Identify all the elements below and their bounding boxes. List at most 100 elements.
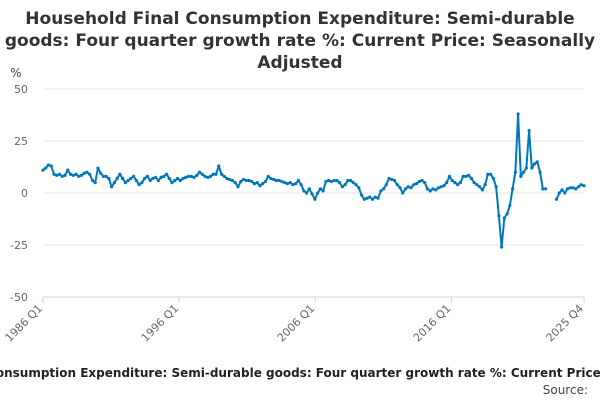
data-point[interactable] bbox=[189, 174, 193, 178]
data-point[interactable] bbox=[376, 196, 380, 200]
data-point[interactable] bbox=[121, 176, 125, 181]
data-point[interactable] bbox=[510, 187, 515, 191]
data-point[interactable] bbox=[516, 112, 520, 116]
data-point[interactable] bbox=[277, 178, 281, 183]
data-point[interactable] bbox=[181, 176, 185, 181]
data-point[interactable] bbox=[337, 181, 342, 185]
data-point[interactable] bbox=[305, 191, 309, 195]
data-point[interactable] bbox=[384, 183, 388, 187]
data-point[interactable] bbox=[398, 186, 402, 190]
data-point[interactable] bbox=[280, 179, 284, 184]
data-point[interactable] bbox=[436, 186, 441, 190]
data-point[interactable] bbox=[557, 191, 561, 195]
data-point[interactable] bbox=[71, 173, 75, 177]
data-point[interactable] bbox=[175, 176, 180, 181]
data-point[interactable] bbox=[55, 173, 59, 177]
data-point[interactable] bbox=[469, 176, 474, 181]
data-point[interactable] bbox=[450, 178, 454, 183]
data-point[interactable] bbox=[524, 166, 528, 170]
data-point[interactable] bbox=[57, 172, 62, 176]
data-point[interactable] bbox=[184, 175, 188, 179]
data-point[interactable] bbox=[560, 188, 564, 192]
data-point[interactable] bbox=[99, 171, 103, 175]
data-point[interactable] bbox=[368, 195, 372, 199]
data-point[interactable] bbox=[351, 181, 355, 185]
data-point[interactable] bbox=[173, 178, 177, 183]
data-point[interactable] bbox=[414, 182, 419, 186]
legend-item[interactable]: Household Final Consumption Expenditure:… bbox=[0, 366, 600, 380]
data-point[interactable] bbox=[571, 186, 575, 190]
data-point[interactable] bbox=[532, 162, 537, 166]
data-point[interactable] bbox=[145, 174, 149, 178]
data-point[interactable] bbox=[453, 181, 457, 185]
legend[interactable]: Household Final Consumption Expenditure:… bbox=[0, 366, 600, 382]
data-point[interactable] bbox=[143, 176, 147, 181]
data-point[interactable] bbox=[502, 216, 506, 220]
data-point[interactable] bbox=[456, 183, 460, 187]
data-point[interactable] bbox=[362, 197, 366, 201]
data-point[interactable] bbox=[354, 183, 358, 187]
data-point[interactable] bbox=[420, 178, 424, 183]
data-point[interactable] bbox=[447, 174, 452, 178]
data-point[interactable] bbox=[497, 214, 501, 218]
data-point[interactable] bbox=[107, 176, 111, 181]
data-point[interactable] bbox=[178, 178, 182, 183]
data-point[interactable] bbox=[263, 179, 268, 184]
data-point[interactable] bbox=[392, 178, 397, 183]
data-point[interactable] bbox=[85, 170, 89, 174]
data-point[interactable] bbox=[225, 176, 229, 181]
data-point[interactable] bbox=[217, 164, 221, 168]
data-point[interactable] bbox=[442, 184, 446, 188]
data-point[interactable] bbox=[406, 185, 410, 189]
data-point[interactable] bbox=[574, 187, 578, 191]
data-point[interactable] bbox=[316, 191, 320, 195]
data-point[interactable] bbox=[475, 183, 479, 187]
data-point[interactable] bbox=[494, 185, 498, 189]
data-point[interactable] bbox=[159, 175, 163, 179]
data-point[interactable] bbox=[283, 181, 287, 185]
data-point[interactable] bbox=[543, 187, 548, 191]
data-point[interactable] bbox=[269, 176, 273, 181]
data-point[interactable] bbox=[519, 174, 523, 178]
data-point[interactable] bbox=[412, 183, 416, 187]
data-point[interactable] bbox=[390, 177, 394, 182]
data-point[interactable] bbox=[483, 183, 487, 187]
data-point[interactable] bbox=[126, 178, 130, 183]
data-point[interactable] bbox=[500, 245, 504, 249]
data-point[interactable] bbox=[79, 173, 84, 177]
data-point[interactable] bbox=[434, 188, 438, 192]
data-point[interactable] bbox=[123, 181, 127, 185]
data-point[interactable] bbox=[197, 170, 202, 174]
data-point[interactable] bbox=[148, 178, 152, 183]
data-point[interactable] bbox=[46, 163, 51, 167]
data-point[interactable] bbox=[60, 174, 64, 178]
data-point[interactable] bbox=[521, 170, 526, 174]
data-point[interactable] bbox=[261, 182, 265, 186]
data-point[interactable] bbox=[140, 181, 144, 185]
data-point[interactable] bbox=[195, 173, 199, 177]
data-point[interactable] bbox=[167, 176, 171, 181]
data-point[interactable] bbox=[307, 187, 311, 191]
data-point[interactable] bbox=[206, 175, 210, 179]
data-point[interactable] bbox=[340, 185, 344, 189]
data-point[interactable] bbox=[255, 181, 259, 185]
data-point[interactable] bbox=[409, 186, 413, 190]
data-point[interactable] bbox=[132, 174, 136, 178]
data-point[interactable] bbox=[77, 174, 81, 178]
data-point[interactable] bbox=[170, 181, 174, 185]
data-point[interactable] bbox=[332, 178, 336, 183]
data-point[interactable] bbox=[258, 184, 262, 188]
data-point[interactable] bbox=[486, 172, 490, 176]
data-point[interactable] bbox=[110, 185, 114, 189]
data-point[interactable] bbox=[379, 189, 383, 193]
data-point[interactable] bbox=[222, 174, 226, 178]
data-point[interactable] bbox=[41, 168, 45, 172]
data-point[interactable] bbox=[112, 181, 116, 185]
data-point[interactable] bbox=[52, 172, 56, 176]
data-point[interactable] bbox=[480, 188, 484, 192]
data-point[interactable] bbox=[66, 168, 70, 172]
data-point[interactable] bbox=[491, 176, 495, 181]
data-point[interactable] bbox=[211, 172, 215, 176]
data-point[interactable] bbox=[252, 182, 257, 186]
data-point[interactable] bbox=[200, 172, 204, 176]
